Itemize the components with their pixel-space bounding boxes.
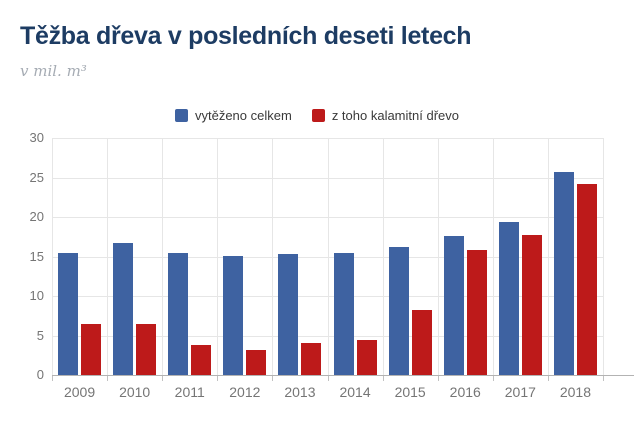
gridline-v: [492, 138, 494, 375]
legend-item-salvage[interactable]: z toho kalamitní dřevo: [311, 108, 459, 123]
y-axis-label: 15: [29, 248, 44, 264]
gridline-v: [272, 138, 274, 375]
bar-2014-total: [333, 253, 354, 375]
x-axis-line: [52, 375, 634, 376]
x-axis-tick: [272, 376, 274, 381]
bar-group-2010: [107, 138, 162, 375]
bar-group-2018: [548, 138, 603, 375]
bar-2017-salvage: [521, 235, 542, 375]
x-axis-tick: [327, 376, 329, 381]
gridline-v: [437, 138, 439, 375]
bar-2011-total: [168, 253, 189, 375]
x-axis-label: 2017: [504, 384, 536, 400]
bar-group-2014: [327, 138, 382, 375]
x-axis-tick: [52, 376, 53, 381]
bar-series-container: [52, 138, 603, 375]
x-axis-label: 2013: [284, 384, 316, 400]
x-axis-tick: [437, 376, 439, 381]
legend-label-total: vytěženo celkem: [194, 108, 292, 123]
y-axis-label: 30: [29, 130, 44, 145]
gridline-v: [217, 138, 219, 375]
bar-2014-salvage: [356, 340, 377, 375]
x-axis-label: 2009: [63, 384, 96, 400]
bar-2013-total: [278, 254, 299, 375]
x-axis-tick: [382, 376, 384, 381]
gridline-v: [327, 138, 329, 375]
x-axis-tick: [162, 376, 164, 381]
x-axis-label: 2014: [339, 384, 371, 400]
bar-2009-total: [58, 253, 79, 375]
x-axis-label: 2018: [559, 384, 592, 400]
x-axis-label: 2010: [119, 384, 151, 400]
bar-group-2009: [52, 138, 107, 375]
gridline-v: [52, 138, 53, 375]
bar-group-2017: [493, 138, 548, 375]
bar-2017-total: [498, 221, 519, 375]
bar-2010-salvage: [136, 324, 157, 375]
bar-group-2012: [217, 138, 272, 375]
legend-item-total[interactable]: vytěženo celkem: [174, 108, 292, 123]
y-axis-label: 0: [36, 367, 44, 382]
bar-2018-total: [553, 171, 574, 375]
x-axis-tick: [603, 376, 604, 381]
bar-2012-salvage: [246, 349, 267, 375]
bar-2018-salvage: [576, 183, 597, 375]
bar-group-2011: [162, 138, 217, 375]
x-axis-label: 2011: [174, 384, 205, 400]
gridline-v: [547, 138, 549, 375]
x-axis-tick: [492, 376, 494, 381]
chart-title: Těžba dřeva v posledních deseti letech: [20, 22, 472, 50]
bar-2016-salvage: [466, 250, 487, 375]
bar-group-2015: [383, 138, 438, 375]
gridline-v: [107, 138, 109, 375]
x-axis-label: 2015: [394, 384, 426, 400]
legend-swatch-blue-icon: [174, 109, 188, 122]
bar-2010-total: [113, 243, 134, 375]
y-axis-label: 5: [36, 327, 44, 343]
chart-subtitle: v mil. m³: [20, 62, 87, 80]
bar-2012-total: [223, 255, 244, 375]
bar-2016-total: [443, 235, 464, 375]
bar-2015-total: [388, 247, 409, 375]
gridline-v: [603, 138, 604, 375]
x-axis-label: 2012: [229, 384, 261, 400]
bar-group-2016: [438, 138, 493, 375]
y-axis-label: 20: [29, 209, 44, 224]
gridline-v: [382, 138, 384, 375]
plot-area: 0 5 10 15 20 25 30 2009 2010 2011 2012 2013 2014 2015…: [30, 131, 634, 400]
bar-2013-salvage: [301, 343, 322, 375]
y-axis-label: 10: [29, 288, 44, 303]
x-axis-tick: [547, 376, 549, 381]
bar-group-2013: [272, 138, 327, 375]
bar-2009-salvage: [81, 323, 102, 375]
legend-swatch-red-icon: [311, 109, 325, 122]
bar-2015-salvage: [411, 310, 432, 375]
chart-legend: vytěženo celkem z toho kalamitní dřevo: [0, 108, 634, 123]
x-axis-tick: [107, 376, 109, 381]
y-axis-label: 25: [29, 169, 44, 185]
x-axis-tick: [217, 376, 219, 381]
gridline-v: [162, 138, 164, 375]
x-axis-label: 2016: [449, 384, 481, 400]
legend-label-salvage: z toho kalamitní dřevo: [331, 108, 459, 123]
bar-2011-salvage: [191, 344, 212, 375]
